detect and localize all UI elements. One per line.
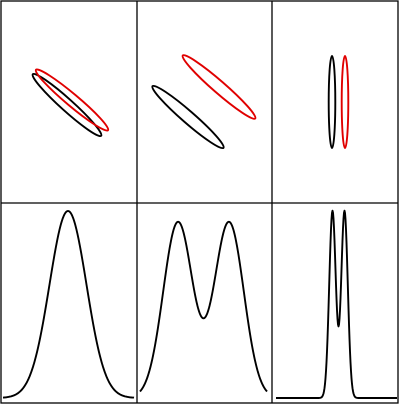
panel-1-ellipse-second <box>34 68 110 132</box>
panel-2-ellipse-first <box>151 84 225 150</box>
profile-row <box>2 209 398 399</box>
panel-3-ellipse-second <box>340 55 350 149</box>
panel-1-ellipse-first <box>31 72 103 138</box>
panel-2-profile-curve <box>139 220 268 393</box>
panel-3-profile-curve <box>275 209 398 399</box>
ellipse-row <box>31 54 350 150</box>
panel-2-ellipse-second <box>181 54 257 120</box>
panel-1-profile-curve <box>2 210 135 399</box>
panel-3-ellipse-first <box>327 55 337 149</box>
